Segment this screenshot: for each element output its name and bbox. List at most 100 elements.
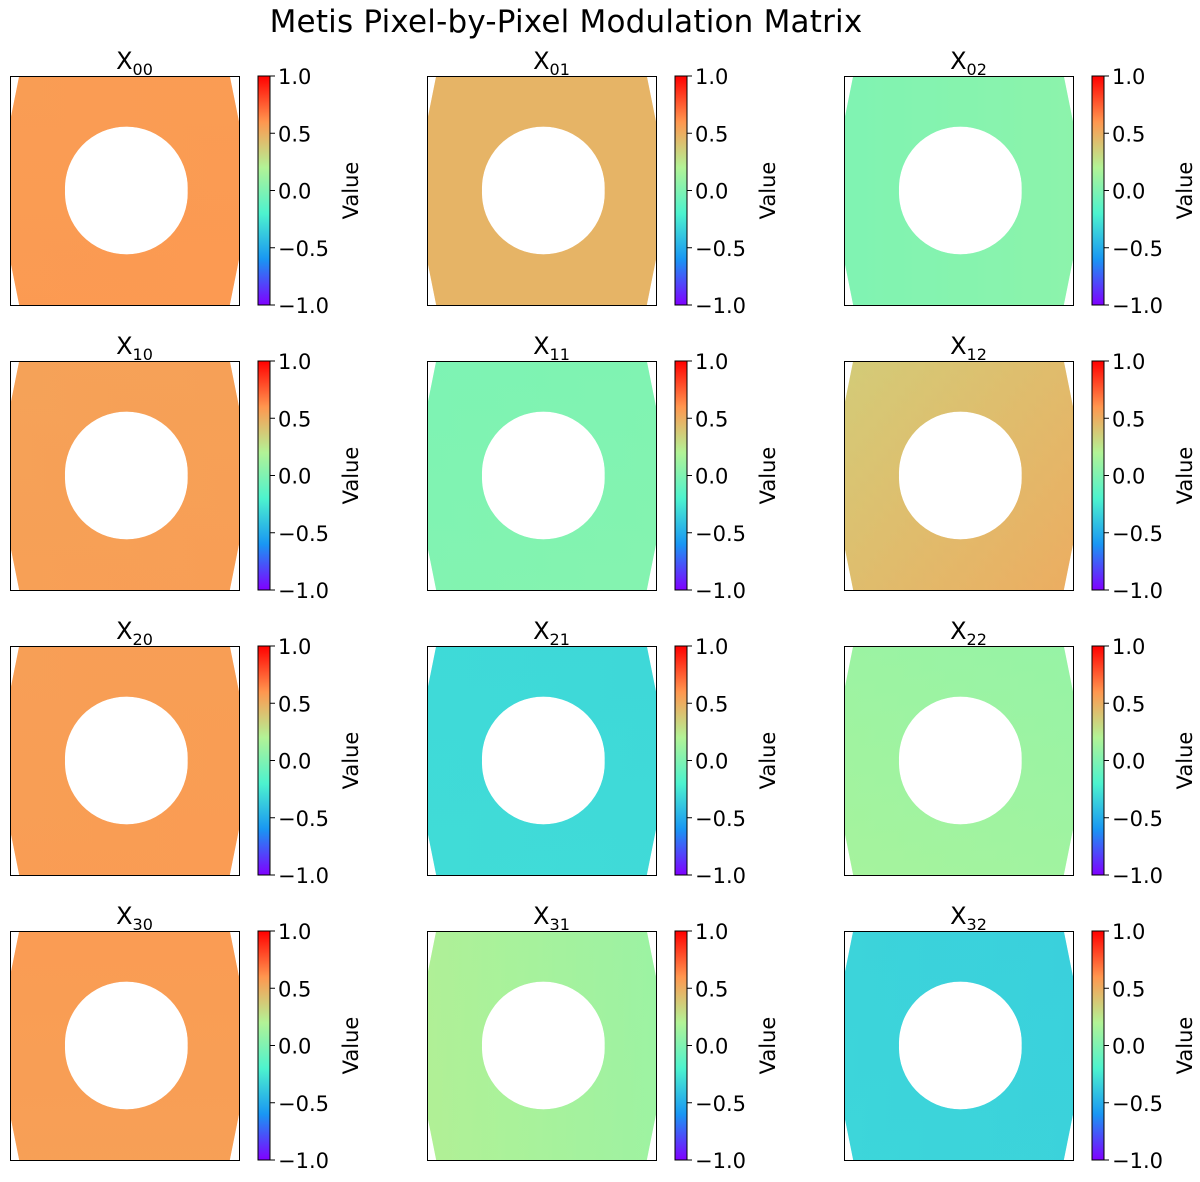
colorbar-tick-label: −1.0	[1112, 579, 1163, 603]
subplot-title-base: X	[533, 332, 549, 360]
subplot-11: X11 1.0 0.5 0.0 −0.5 −1.0 Value	[427, 332, 780, 603]
axes-frame	[10, 931, 240, 1161]
heatmap-annulus-overlay	[844, 76, 1073, 305]
axes-frame	[427, 646, 657, 876]
colorbar	[257, 75, 271, 306]
subplot-00: X00 1.0 0.5 0.0 −0.5 −1.0 Value	[10, 47, 363, 318]
colorbar	[674, 930, 688, 1161]
colorbar-tick-label: 0.0	[695, 465, 728, 489]
axes-frame	[10, 646, 240, 876]
colorbar	[674, 360, 688, 591]
colorbar-tick-label: −1.0	[695, 864, 746, 888]
colorbar-tick-label: −0.5	[1112, 522, 1163, 546]
colorbar-tick-label: −1.0	[278, 294, 329, 318]
subplot-title-base: X	[950, 617, 966, 645]
colorbar	[1091, 645, 1105, 876]
subplot-title-subscript: 30	[133, 915, 153, 934]
axes-frame	[427, 931, 657, 1161]
subplot-01: X01 1.0 0.5 0.0 −0.5 −1.0 Value	[427, 47, 780, 318]
colorbar-tick-label: 0.0	[695, 180, 728, 204]
subplot-title-base: X	[950, 47, 966, 75]
colorbar-tick-label: −1.0	[1112, 294, 1163, 318]
colorbar	[1091, 930, 1105, 1161]
subplot-title-subscript: 21	[550, 630, 570, 649]
figure-title: Metis Pixel-by-Pixel Modulation Matrix	[269, 4, 863, 40]
heatmap-annulus-overlay	[844, 361, 1073, 590]
colorbar-tick-label: −0.5	[278, 807, 329, 831]
subplot-10: X10 1.0 0.5 0.0 −0.5 −1.0 Value	[10, 332, 363, 603]
subplot-12: X12 1.0 0.5 0.0 −0.5 −1.0 Value	[844, 332, 1197, 603]
colorbar-tick-label: 0.0	[278, 180, 311, 204]
subplot-30: X30 1.0 0.5 0.0 −0.5 −1.0 Value	[10, 902, 363, 1173]
colorbar-tick-label: 0.0	[278, 465, 311, 489]
colorbar-label: Value	[756, 447, 780, 505]
colorbar-tick-label: 0.0	[1112, 180, 1145, 204]
axes-frame	[844, 76, 1074, 306]
colorbar-tick-label: 0.5	[1112, 407, 1145, 431]
axes-frame	[427, 361, 657, 591]
colorbar-label: Value	[756, 162, 780, 220]
subplot-title: X10	[116, 332, 153, 364]
subplot-title: X21	[533, 617, 570, 649]
colorbar-label: Value	[1173, 732, 1197, 790]
colorbar-label: Value	[756, 1017, 780, 1075]
subplot-title: X22	[950, 617, 987, 649]
colorbar	[674, 75, 688, 306]
colorbar-label: Value	[756, 732, 780, 790]
colorbar-label: Value	[339, 447, 363, 505]
colorbar-tick-label: −0.5	[1112, 237, 1163, 261]
colorbar-tick-label: −0.5	[695, 522, 746, 546]
subplot-title-subscript: 22	[967, 630, 987, 649]
subplot-title: X00	[116, 47, 153, 79]
colorbar-tick-label: −0.5	[695, 807, 746, 831]
colorbar-tick-label: 1.0	[695, 65, 728, 89]
subplot-title-base: X	[116, 902, 132, 930]
colorbar-tick-label: 0.0	[1112, 750, 1145, 774]
colorbar-tick-label: 0.0	[278, 750, 311, 774]
colorbar-tick-label: −0.5	[278, 237, 329, 261]
colorbar-tick-label: −0.5	[278, 1092, 329, 1116]
colorbar-tick-label: −1.0	[1112, 864, 1163, 888]
subplot-title-subscript: 00	[133, 60, 153, 79]
colorbar-tick-label: 0.0	[278, 1035, 311, 1059]
colorbar	[257, 360, 271, 591]
subplot-20: X20 1.0 0.5 0.0 −0.5 −1.0 Value	[10, 617, 363, 888]
colorbar-label: Value	[1173, 1017, 1197, 1075]
colorbar-tick-label: −1.0	[1112, 1149, 1163, 1173]
subplot-title: X20	[116, 617, 153, 649]
subplot-title-subscript: 20	[133, 630, 153, 649]
colorbar-tick-label: −1.0	[695, 579, 746, 603]
colorbar-tick-label: 1.0	[1112, 65, 1145, 89]
colorbar-tick-label: 1.0	[1112, 635, 1145, 659]
heatmap-annulus-overlay	[10, 931, 239, 1160]
axes-frame	[844, 361, 1074, 591]
colorbar-tick-label: 0.5	[695, 977, 728, 1001]
heatmap-annulus-overlay	[427, 646, 656, 875]
colorbar-tick-label: 0.5	[1112, 692, 1145, 716]
subplot-title-base: X	[116, 47, 132, 75]
colorbar-label: Value	[1173, 447, 1197, 505]
colorbar	[257, 645, 271, 876]
subplot-title: X11	[533, 332, 570, 364]
colorbar-label: Value	[339, 1017, 363, 1075]
subplot-31: X31 1.0 0.5 0.0 −0.5 −1.0 Value	[427, 902, 780, 1173]
colorbar-tick-label: 0.5	[695, 692, 728, 716]
subplot-title: X32	[950, 902, 987, 934]
colorbar-tick-label: 1.0	[278, 635, 311, 659]
heatmap-annulus-overlay	[427, 76, 656, 305]
axes-frame	[10, 76, 240, 306]
colorbar	[257, 930, 271, 1161]
colorbar-tick-label: 0.5	[278, 407, 311, 431]
heatmap-annulus-overlay	[844, 931, 1073, 1160]
heatmap-annulus-overlay	[10, 361, 239, 590]
colorbar-tick-label: −1.0	[278, 1149, 329, 1173]
colorbar-tick-label: −1.0	[695, 294, 746, 318]
heatmap-annulus-overlay	[10, 76, 239, 305]
colorbar-tick-label: 0.5	[695, 407, 728, 431]
subplot-title-base: X	[950, 902, 966, 930]
subplot-22: X22 1.0 0.5 0.0 −0.5 −1.0 Value	[844, 617, 1197, 888]
colorbar-tick-label: 0.5	[1112, 122, 1145, 146]
subplot-title-subscript: 10	[133, 345, 153, 364]
colorbar-tick-label: −0.5	[1112, 1092, 1163, 1116]
colorbar-tick-label: 0.5	[278, 977, 311, 1001]
